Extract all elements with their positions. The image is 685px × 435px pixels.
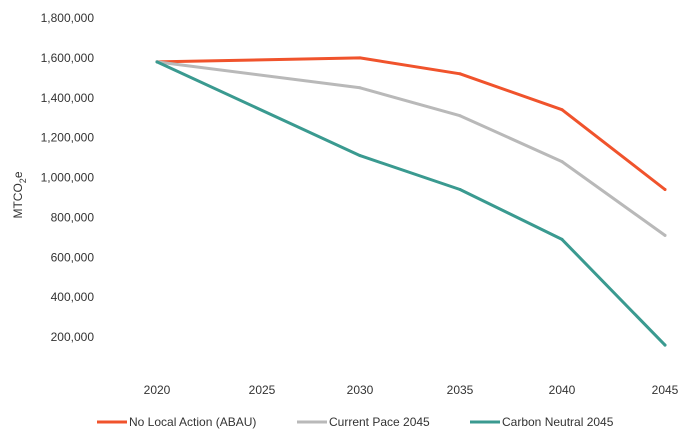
x-tick-label: 2035 (447, 383, 474, 397)
y-tick-label: 200,000 (51, 330, 95, 344)
data-point (458, 72, 462, 76)
y-tick-label: 1,200,000 (41, 131, 95, 145)
y-tick-label: 1,800,000 (41, 11, 95, 25)
data-point (663, 343, 667, 347)
data-point (560, 108, 564, 112)
y-axis-label-tail: e (11, 171, 25, 178)
data-point (358, 86, 362, 90)
legend-label: No Local Action (ABAU) (129, 415, 256, 429)
x-tick-label: 2045 (652, 383, 679, 397)
legend-label: Carbon Neutral 2045 (502, 415, 614, 429)
y-tick-label: 1,000,000 (41, 171, 95, 185)
series-line-1 (155, 56, 667, 191)
data-point (663, 233, 667, 237)
data-point (560, 160, 564, 164)
data-point (458, 188, 462, 191)
legend-label: Current Pace 2045 (329, 415, 430, 429)
y-axis-label-main: MTCO (11, 183, 25, 218)
y-tick-label: 600,000 (51, 250, 95, 264)
data-point (458, 114, 462, 118)
x-tick-label: 2025 (249, 383, 276, 397)
x-tick-label: 2030 (347, 383, 374, 397)
series-lines (155, 56, 667, 347)
y-axis-label-subscript: 2 (18, 178, 28, 183)
y-tick-label: 1,400,000 (41, 91, 95, 105)
x-tick-label: 2040 (549, 383, 576, 397)
x-axis-ticks: 2020 2025 2030 2035 2040 2045 (144, 383, 679, 397)
legend: No Local Action (ABAU) Current Pace 2045 C… (97, 415, 614, 429)
data-point (560, 237, 564, 241)
y-axis-label: MTCO2e (11, 171, 28, 218)
data-point (155, 60, 159, 64)
y-tick-label: 400,000 (51, 290, 95, 304)
data-point (663, 188, 667, 191)
y-tick-label: 800,000 (51, 210, 95, 224)
series-line-3 (155, 60, 667, 347)
y-axis-ticks: 200,000 400,000 600,000 800,000 1,000,000 1,2… (41, 11, 95, 344)
data-point (358, 56, 362, 60)
y-tick-label: 1,600,000 (41, 51, 95, 65)
x-tick-label: 2020 (144, 383, 171, 397)
data-point (358, 154, 362, 158)
series-line-2 (155, 60, 667, 237)
